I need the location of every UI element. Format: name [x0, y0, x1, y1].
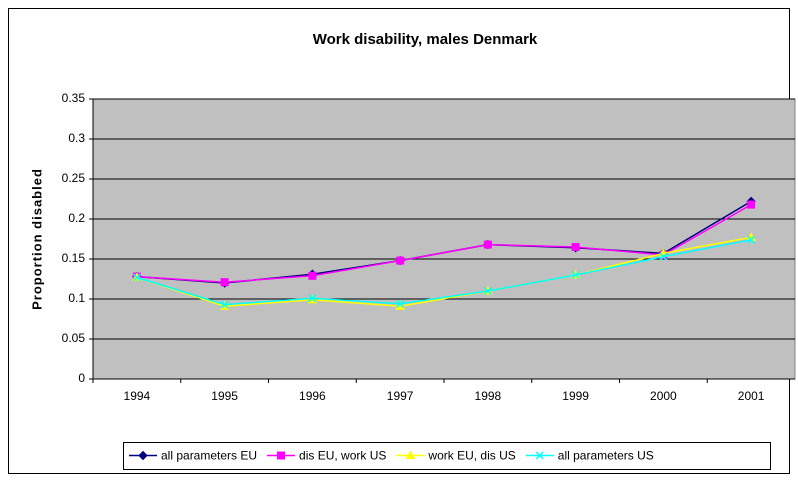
marker — [571, 243, 580, 251]
y-tick-label: 0.05 — [62, 331, 86, 345]
marker — [571, 270, 580, 280]
x-tick-label: 1998 — [475, 389, 502, 403]
marker — [747, 235, 756, 244]
legend-label: dis EU, work US — [299, 449, 386, 463]
chart-title: Work disability, males Denmark — [313, 31, 538, 48]
series-line — [136, 239, 752, 306]
legend-label: all parameters US — [558, 449, 654, 463]
legend: all parameters EU dis EU, work US work EU,… — [123, 442, 771, 470]
y-tick-label: 0.15 — [62, 251, 86, 265]
marker — [132, 273, 141, 282]
x-tick-label: 1997 — [387, 389, 414, 403]
marker — [220, 300, 229, 309]
marker — [277, 451, 286, 460]
y-tick-label: 0.2 — [68, 211, 85, 225]
x-tick-label: 1995 — [211, 389, 238, 403]
marker — [396, 299, 405, 308]
legend-box — [123, 442, 771, 470]
x-tick-label: 1996 — [299, 389, 326, 403]
y-tick-label: 0 — [78, 371, 85, 385]
y-tick-label: 0.1 — [68, 291, 85, 305]
series-line — [136, 236, 752, 307]
x-tick-label: 2000 — [650, 389, 677, 403]
x-tick-label: 1994 — [124, 389, 151, 403]
y-axis-label: Proportion disabled — [29, 168, 44, 310]
marker — [659, 252, 668, 261]
legend-label: all parameters EU — [161, 449, 257, 463]
marker — [308, 271, 317, 280]
x-tick-label: 1999 — [562, 389, 589, 403]
y-tick-label: 0.3 — [68, 131, 85, 145]
marker — [405, 450, 416, 459]
marker — [747, 200, 756, 209]
y-tick-label: 0.25 — [62, 171, 86, 185]
marker — [483, 240, 492, 249]
marker — [220, 278, 229, 287]
marker — [308, 294, 317, 303]
plot-area — [92, 98, 796, 380]
marker — [396, 256, 405, 265]
y-tick-label: 0.35 — [62, 91, 86, 105]
x-tick-label: 2001 — [738, 389, 765, 403]
marker — [535, 451, 544, 460]
series-line — [136, 203, 752, 283]
legend-label: work EU, dis US — [427, 449, 515, 463]
marker — [483, 286, 492, 296]
marker — [138, 450, 148, 461]
